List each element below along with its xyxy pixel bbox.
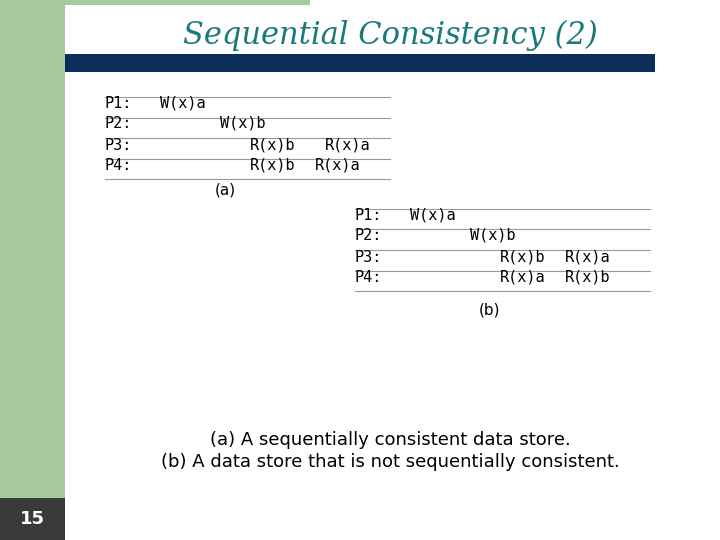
Text: R(x)b: R(x)b	[565, 270, 611, 285]
Text: W(x)a: W(x)a	[160, 96, 206, 111]
Text: R(x)b: R(x)b	[250, 158, 296, 173]
Text: P3:: P3:	[105, 138, 132, 153]
Text: P2:: P2:	[105, 116, 132, 131]
Text: P2:: P2:	[355, 228, 382, 243]
Text: R(x)a: R(x)a	[565, 250, 611, 265]
Text: P1:: P1:	[105, 96, 132, 111]
Text: W(x)a: W(x)a	[410, 208, 456, 223]
Text: R(x)a: R(x)a	[315, 158, 361, 173]
FancyBboxPatch shape	[0, 498, 65, 540]
FancyBboxPatch shape	[0, 0, 310, 80]
Text: 15: 15	[19, 510, 45, 528]
Text: (a) A sequentially consistent data store.: (a) A sequentially consistent data store…	[210, 431, 570, 449]
FancyBboxPatch shape	[65, 5, 720, 470]
Text: R(x)b: R(x)b	[250, 138, 296, 153]
Text: R(x)a: R(x)a	[500, 270, 546, 285]
Text: W(x)b: W(x)b	[220, 116, 266, 131]
Text: R(x)a: R(x)a	[325, 138, 371, 153]
Text: P1:: P1:	[355, 208, 382, 223]
FancyBboxPatch shape	[0, 0, 65, 540]
Text: (b) A data store that is not sequentially consistent.: (b) A data store that is not sequentiall…	[161, 453, 619, 471]
Text: (a): (a)	[215, 183, 235, 198]
FancyBboxPatch shape	[65, 54, 655, 72]
Text: Sequential Consistency (2): Sequential Consistency (2)	[183, 19, 598, 51]
Text: P3:: P3:	[355, 250, 382, 265]
Text: R(x)b: R(x)b	[500, 250, 546, 265]
Text: (b): (b)	[480, 302, 500, 318]
Text: P4:: P4:	[355, 270, 382, 285]
Text: W(x)b: W(x)b	[470, 228, 516, 243]
Text: P4:: P4:	[105, 158, 132, 173]
